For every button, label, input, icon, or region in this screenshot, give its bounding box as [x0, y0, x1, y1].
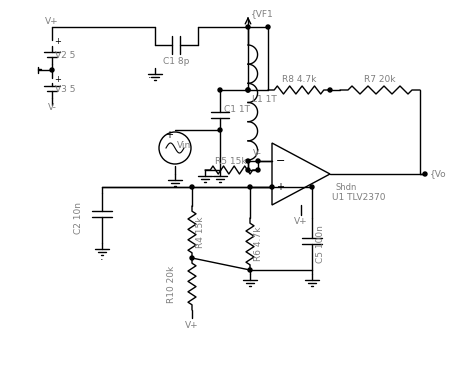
Circle shape	[310, 185, 314, 189]
Text: C5 100n: C5 100n	[316, 225, 325, 263]
Text: C1 1T: C1 1T	[224, 106, 250, 114]
Circle shape	[256, 159, 260, 163]
Text: −: −	[276, 156, 285, 166]
Circle shape	[248, 185, 252, 189]
Text: R10 20k: R10 20k	[167, 265, 176, 302]
Text: R7 20k: R7 20k	[364, 75, 396, 85]
Circle shape	[50, 68, 54, 72]
Text: Vin: Vin	[177, 141, 191, 149]
Text: {VF1: {VF1	[251, 10, 274, 18]
Text: .: .	[148, 70, 152, 80]
Text: L1 1T: L1 1T	[252, 96, 277, 105]
Text: +: +	[54, 74, 61, 84]
Circle shape	[248, 268, 252, 272]
Text: +: +	[276, 182, 284, 192]
Circle shape	[218, 128, 222, 132]
Circle shape	[270, 185, 274, 189]
Circle shape	[423, 172, 427, 176]
Circle shape	[218, 88, 222, 92]
Circle shape	[246, 159, 250, 163]
Text: R6 4.7k: R6 4.7k	[254, 227, 263, 261]
Circle shape	[246, 88, 250, 92]
Circle shape	[328, 88, 332, 92]
Text: Shdn: Shdn	[335, 184, 356, 192]
Text: C2 10n: C2 10n	[74, 202, 83, 234]
Text: V+: V+	[294, 216, 308, 226]
Circle shape	[246, 88, 250, 92]
Text: C1 8p: C1 8p	[163, 57, 189, 67]
Text: V+: V+	[45, 18, 59, 26]
Text: R5 15k: R5 15k	[215, 156, 247, 166]
Text: V+: V+	[185, 322, 199, 330]
Text: R4 15k: R4 15k	[196, 216, 205, 248]
Circle shape	[256, 168, 260, 172]
Text: +: +	[54, 36, 61, 46]
Circle shape	[246, 168, 250, 172]
Circle shape	[266, 25, 270, 29]
Text: +: +	[165, 130, 173, 140]
Circle shape	[190, 185, 194, 189]
Text: V-: V-	[253, 149, 262, 158]
Circle shape	[190, 256, 194, 260]
Text: .: .	[100, 252, 104, 262]
Text: V2 5: V2 5	[55, 52, 75, 60]
Text: {Vo: {Vo	[430, 170, 446, 178]
Text: V3 5: V3 5	[55, 85, 75, 95]
Text: U1 TLV2370: U1 TLV2370	[332, 194, 386, 202]
Circle shape	[246, 25, 250, 29]
Text: R8 4.7k: R8 4.7k	[282, 75, 316, 85]
Text: V-: V-	[48, 103, 57, 112]
